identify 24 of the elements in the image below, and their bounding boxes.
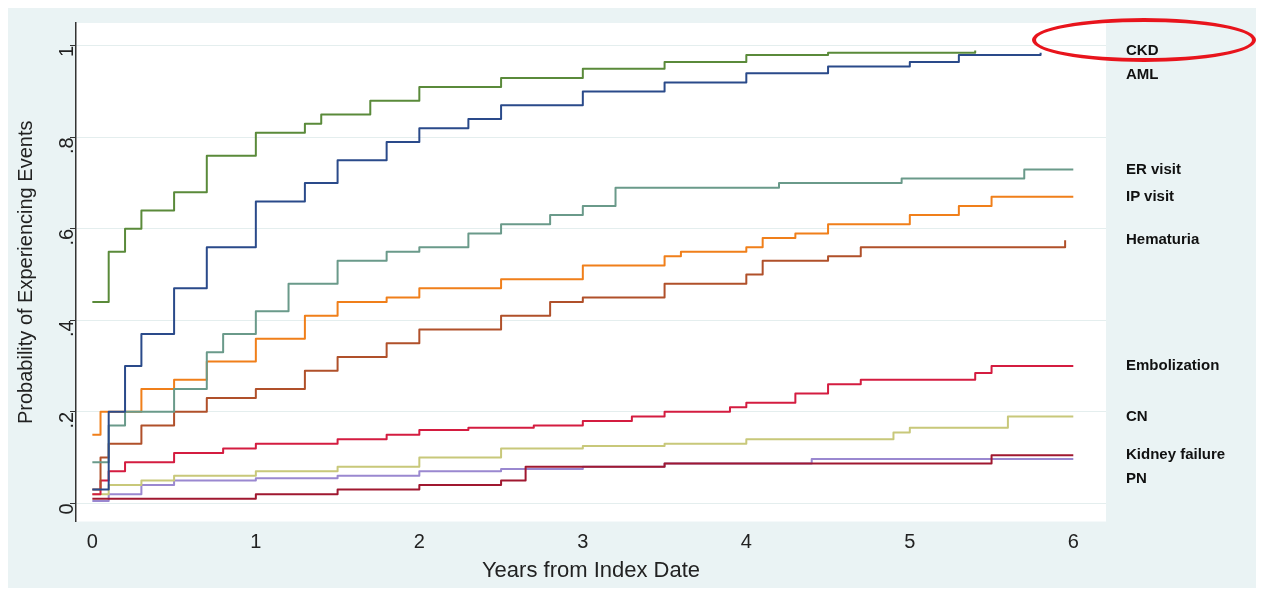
text: PN bbox=[1126, 469, 1147, 487]
text: Kidney failure bbox=[1126, 445, 1226, 463]
text: CN bbox=[1126, 406, 1148, 424]
x-tick-label: 0 bbox=[86, 530, 98, 553]
x-tick-label: 2 bbox=[413, 530, 425, 553]
text: CKD bbox=[1126, 40, 1159, 58]
x-tick-label: 6 bbox=[1067, 530, 1079, 553]
x-tick-label: 4 bbox=[740, 530, 752, 553]
x-tick-label: 5 bbox=[904, 530, 916, 553]
text: Hematuria bbox=[1126, 230, 1201, 248]
y-tick-label: .2 bbox=[54, 411, 77, 429]
y-tick-label: 0 bbox=[54, 503, 77, 515]
x-tick-label: 1 bbox=[250, 530, 262, 553]
y-tick-label: .6 bbox=[54, 228, 77, 246]
x-tick-label: 3 bbox=[577, 530, 589, 553]
text: AML bbox=[1126, 64, 1159, 82]
y-tick-label: .4 bbox=[54, 320, 77, 338]
x-axis-title: Years from Index Date bbox=[481, 556, 701, 582]
text: IP visit bbox=[1126, 186, 1175, 204]
y-axis-title: Probability of Experiencing Events bbox=[13, 120, 36, 425]
y-tick-label: 1 bbox=[54, 45, 77, 57]
y-tick-label: .8 bbox=[54, 137, 77, 155]
text: Embolization bbox=[1126, 356, 1220, 374]
text: ER visit bbox=[1126, 159, 1182, 177]
